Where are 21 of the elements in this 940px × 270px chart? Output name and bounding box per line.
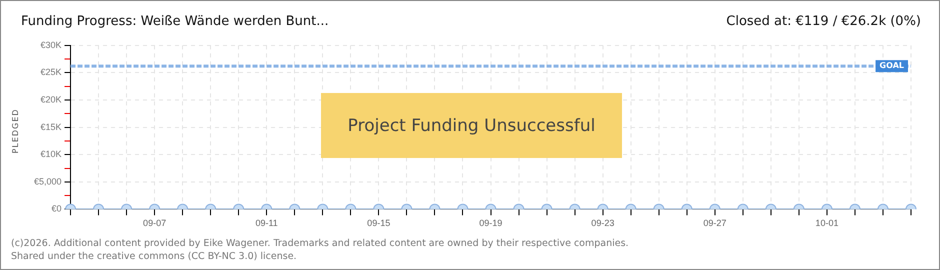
y-tick-label: €10K [40,149,62,160]
y-tick-label: €15K [40,122,62,132]
chart-subtitle: Closed at: €119 / €26.2k (0%) [726,14,921,29]
y-tick-label: €30K [40,40,62,50]
x-tick-label: 09-11 [255,218,278,228]
x-tick-label: 09-23 [591,218,614,228]
x-tick-label: 09-19 [479,218,502,228]
chart-title: Funding Progress: Weiße Wände werden Bunt... [21,14,329,29]
y-tick-label: €0 [52,204,62,214]
text: Shared under the creative commons (CC BY-NC 3.0) license. [11,250,298,263]
x-tick-label: 10-01 [815,218,838,228]
y-tick-label: €20K [40,94,62,104]
x-tick-label: 09-07 [143,218,166,228]
x-tick-label: 09-27 [703,218,726,228]
y-axis-title: PLEDGED [10,108,20,154]
x-tick-label: 09-15 [367,218,390,228]
y-tick-label: €5,000 [34,176,62,186]
notice-banner: Project Funding Unsuccessful [321,93,622,158]
text: (c)2026. Additional content provided by Eike Wagener. Trademarks and related content are owned by their respective companies. [11,237,629,250]
y-tick-label: €25K [40,67,62,78]
ref-line-label: GOAL [880,61,904,70]
